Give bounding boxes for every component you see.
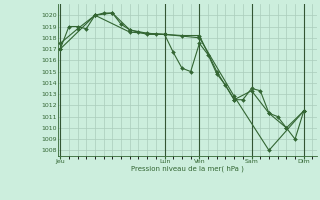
X-axis label: Pression niveau de la mer( hPa ): Pression niveau de la mer( hPa )	[131, 166, 244, 172]
